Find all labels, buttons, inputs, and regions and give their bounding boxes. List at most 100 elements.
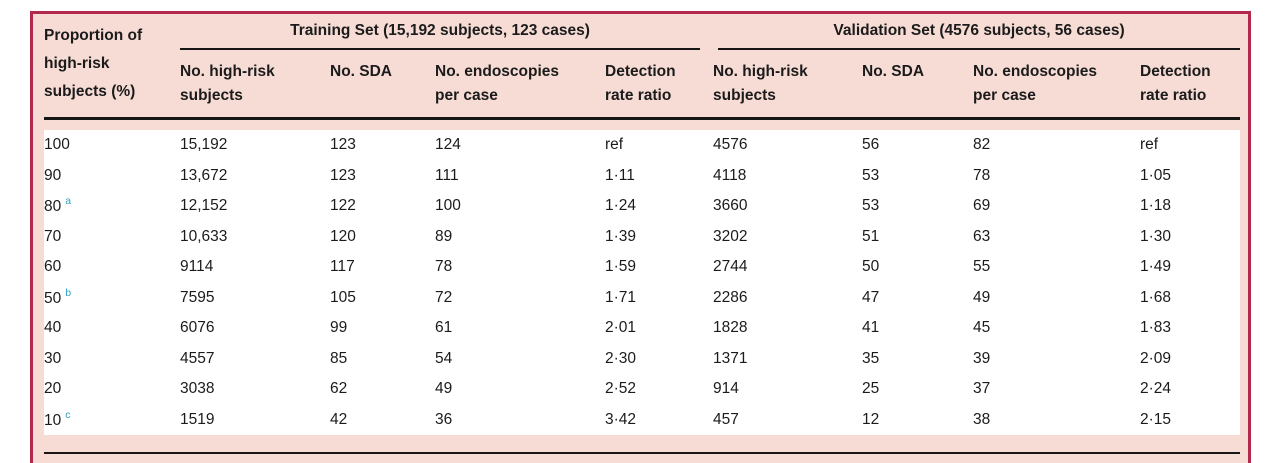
cell-training-endoscopies: 124 bbox=[435, 130, 605, 161]
cell-validation-detection: 2·24 bbox=[1140, 374, 1241, 405]
cell-training-high-risk: 3038 bbox=[180, 374, 330, 405]
column-header-proportion-line: Proportion of bbox=[44, 27, 143, 44]
cell-validation-detection: 1·68 bbox=[1140, 282, 1241, 313]
group-header-validation: Validation Set (4576 subjects, 56 cases) bbox=[713, 14, 1241, 50]
sub-header-line: No. high-risk bbox=[180, 63, 275, 80]
table-row: 40 6076 99 61 2·01 1828 41 45 1·83 bbox=[44, 313, 1241, 344]
cell-proportion: 80 a bbox=[44, 191, 180, 222]
cell-validation-sda: 25 bbox=[862, 374, 974, 405]
cell-training-detection: 2·30 bbox=[605, 343, 714, 374]
cell-validation-sda: 50 bbox=[862, 252, 974, 283]
cell-validation-endoscopies: 69 bbox=[973, 191, 1141, 222]
column-header-validation-endoscopies: No. endoscopies per case bbox=[973, 50, 1141, 120]
cell-proportion: 10 c bbox=[44, 404, 180, 435]
column-header-validation-high-risk: No. high-risk subjects bbox=[713, 50, 863, 120]
sub-header-line: Detection bbox=[605, 63, 676, 80]
column-header-proportion: Proportion of high-risk subjects (%) bbox=[44, 14, 180, 120]
cell-training-sda: 85 bbox=[330, 343, 435, 374]
sub-header-line: No. endoscopies bbox=[435, 63, 560, 80]
cell-validation-endoscopies: 78 bbox=[973, 160, 1141, 191]
sub-header-line: No. high-risk bbox=[713, 63, 808, 80]
cell-training-detection: 2·01 bbox=[605, 313, 714, 344]
cell-validation-sda: 35 bbox=[862, 343, 974, 374]
footnote-marker: c bbox=[65, 408, 71, 421]
cell-validation-detection: 1·05 bbox=[1140, 160, 1241, 191]
results-table: Proportion of high-risk subjects (%) Tra… bbox=[44, 14, 1241, 435]
sub-header-line: rate ratio bbox=[1140, 87, 1207, 104]
sub-header-line: No. SDA bbox=[862, 63, 925, 80]
table-panel: Proportion of high-risk subjects (%) Tra… bbox=[30, 11, 1251, 463]
cell-training-high-risk: 6076 bbox=[180, 313, 330, 344]
cell-validation-endoscopies: 82 bbox=[973, 130, 1141, 161]
cell-proportion: 40 bbox=[44, 313, 180, 344]
cell-validation-sda: 51 bbox=[862, 221, 974, 252]
cell-validation-endoscopies: 39 bbox=[973, 343, 1141, 374]
group-header-training-label: Training Set (15,192 subjects, 123 cases… bbox=[290, 22, 590, 39]
cell-training-sda: 117 bbox=[330, 252, 435, 283]
cell-proportion: 50 b bbox=[44, 282, 180, 313]
cell-validation-detection: 1·18 bbox=[1140, 191, 1241, 222]
column-header-proportion-line: high-risk bbox=[44, 55, 110, 72]
cell-training-endoscopies: 49 bbox=[435, 374, 605, 405]
cell-validation-sda: 56 bbox=[862, 130, 974, 161]
sub-header-row: No. high-risk subjects No. SDA No. endos… bbox=[44, 50, 1241, 120]
cell-validation-high-risk: 2744 bbox=[713, 252, 863, 283]
cell-training-endoscopies: 36 bbox=[435, 404, 605, 435]
cell-validation-endoscopies: 45 bbox=[973, 313, 1141, 344]
cell-training-detection: 1·24 bbox=[605, 191, 714, 222]
cell-validation-detection: 1·83 bbox=[1140, 313, 1241, 344]
cell-training-endoscopies: 100 bbox=[435, 191, 605, 222]
sub-header-line: No. SDA bbox=[330, 63, 392, 80]
cell-validation-high-risk: 1371 bbox=[713, 343, 863, 374]
table-row: 60 9114 117 78 1·59 2744 50 55 1·49 bbox=[44, 252, 1241, 283]
cell-training-sda: 123 bbox=[330, 160, 435, 191]
table-row: 10 c 1519 42 36 3·42 457 12 38 2·15 bbox=[44, 404, 1241, 435]
table-row: 50 b 7595 105 72 1·71 2286 47 49 1·68 bbox=[44, 282, 1241, 313]
group-header-validation-underline: Validation Set (4576 subjects, 56 cases) bbox=[718, 14, 1241, 50]
cell-validation-endoscopies: 63 bbox=[973, 221, 1141, 252]
table-row: 80 a 12,152 122 100 1·24 3660 53 69 1·18 bbox=[44, 191, 1241, 222]
table-bottom-rule bbox=[44, 452, 1240, 454]
cell-training-high-risk: 10,633 bbox=[180, 221, 330, 252]
cell-validation-high-risk: 3660 bbox=[713, 191, 863, 222]
cell-training-high-risk: 9114 bbox=[180, 252, 330, 283]
cell-validation-endoscopies: 37 bbox=[973, 374, 1141, 405]
cell-training-sda: 123 bbox=[330, 130, 435, 161]
cell-validation-sda: 47 bbox=[862, 282, 974, 313]
table-row: 100 15,192 123 124 ref 4576 56 82 ref bbox=[44, 130, 1241, 161]
sub-header-line: subjects bbox=[713, 87, 776, 104]
cell-training-detection: 2·52 bbox=[605, 374, 714, 405]
cell-training-sda: 120 bbox=[330, 221, 435, 252]
cell-validation-high-risk: 4118 bbox=[713, 160, 863, 191]
column-header-training-sda: No. SDA bbox=[330, 50, 435, 120]
cell-proportion: 90 bbox=[44, 160, 180, 191]
cell-proportion: 70 bbox=[44, 221, 180, 252]
cell-training-detection: 3·42 bbox=[605, 404, 714, 435]
cell-validation-high-risk: 457 bbox=[713, 404, 863, 435]
cell-training-high-risk: 1519 bbox=[180, 404, 330, 435]
cell-training-endoscopies: 54 bbox=[435, 343, 605, 374]
cell-validation-high-risk: 914 bbox=[713, 374, 863, 405]
cell-training-sda: 42 bbox=[330, 404, 435, 435]
cell-validation-sda: 12 bbox=[862, 404, 974, 435]
cell-training-endoscopies: 89 bbox=[435, 221, 605, 252]
cell-validation-high-risk: 4576 bbox=[713, 130, 863, 161]
sub-header-line: rate ratio bbox=[605, 87, 672, 104]
cell-validation-detection: ref bbox=[1140, 130, 1241, 161]
cell-validation-endoscopies: 38 bbox=[973, 404, 1141, 435]
cell-validation-high-risk: 3202 bbox=[713, 221, 863, 252]
cell-training-endoscopies: 78 bbox=[435, 252, 605, 283]
table-row: 30 4557 85 54 2·30 1371 35 39 2·09 bbox=[44, 343, 1241, 374]
cell-training-detection: ref bbox=[605, 130, 714, 161]
cell-proportion: 30 bbox=[44, 343, 180, 374]
footnote-marker: a bbox=[65, 195, 72, 208]
table-row: 90 13,672 123 111 1·11 4118 53 78 1·05 bbox=[44, 160, 1241, 191]
group-header-training-underline: Training Set (15,192 subjects, 123 cases… bbox=[180, 14, 701, 50]
sub-header-line: No. endoscopies bbox=[973, 63, 1098, 80]
column-header-training-detection: Detection rate ratio bbox=[605, 50, 714, 120]
cell-validation-sda: 41 bbox=[862, 313, 974, 344]
cell-training-endoscopies: 111 bbox=[435, 160, 605, 191]
column-header-training-high-risk: No. high-risk subjects bbox=[180, 50, 330, 120]
cell-training-endoscopies: 72 bbox=[435, 282, 605, 313]
sub-header-line: per case bbox=[973, 87, 1036, 104]
